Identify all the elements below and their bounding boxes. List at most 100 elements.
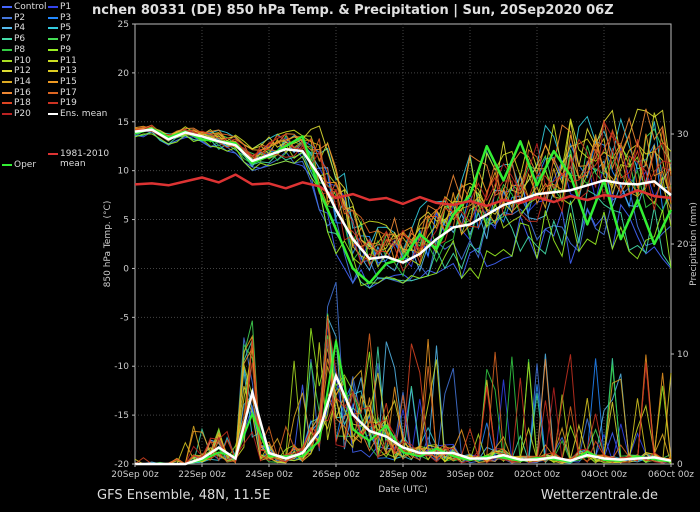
y-tick-label: -10: [114, 362, 129, 372]
ensemble-member-line: [134, 125, 672, 263]
gridlines: [135, 24, 671, 464]
climate-mean-line: [134, 173, 672, 208]
legend-item: P20: [2, 109, 31, 119]
legend-item: P18: [2, 98, 31, 108]
legend-swatch: [2, 16, 12, 19]
legend-swatch: [2, 102, 12, 105]
legend-item: P13: [48, 66, 77, 76]
legend-item: P16: [2, 88, 31, 98]
legend-label: P5: [60, 23, 72, 34]
y-tick-label: -5: [120, 313, 129, 323]
legend-swatch: [48, 6, 58, 8]
legend-item: P5: [48, 23, 71, 33]
y-tick-label: -15: [114, 411, 129, 421]
legend-swatch: [2, 80, 12, 83]
legend-label: Oper: [14, 160, 37, 170]
legend-swatch: [48, 27, 58, 30]
legend-item: 1981-2010 mean: [48, 149, 109, 169]
legend-label: P6: [14, 34, 26, 45]
x-tick-label: 20Sep 00z: [111, 470, 159, 480]
legend-label: P9: [60, 44, 72, 55]
legend-swatch: [48, 153, 58, 155]
y-tick-label: 15: [118, 118, 129, 128]
legend-swatch: [48, 91, 58, 94]
y-tick-label: 5: [123, 216, 129, 226]
legend-swatch: [48, 102, 58, 105]
y-axis-right-label: Precipitation (mm): [689, 202, 699, 286]
legend-item: P6: [2, 34, 25, 44]
legend-label: Control: [14, 2, 47, 12]
legend-swatch: [2, 70, 12, 73]
legend-item: P8: [2, 45, 25, 55]
oper-precip-line: [135, 340, 672, 465]
legend-item: Oper: [2, 160, 36, 170]
ensemble-member-line: [134, 108, 672, 255]
footer-source: GFS Ensemble, 48N, 11.5E: [97, 488, 271, 503]
legend-item: P17: [48, 88, 77, 98]
legend-label: Ens. mean: [60, 109, 108, 119]
legend-label: P2: [14, 12, 26, 23]
legend-item: P3: [48, 13, 71, 23]
legend-label: P12: [14, 66, 31, 77]
legend-label: P10: [14, 55, 31, 66]
legend-swatch: [48, 48, 58, 51]
legend-label: P8: [14, 44, 26, 55]
legend-label: P11: [60, 55, 77, 66]
ensemble-member-line: [134, 115, 672, 252]
legend-label: 1981-2010 mean: [60, 149, 110, 169]
legend-label: P19: [60, 98, 77, 109]
legend-label: P3: [60, 12, 72, 23]
legend-swatch: [2, 59, 12, 62]
ensemble-member-line: [134, 108, 672, 252]
x-axis-label: Date (UTC): [378, 485, 427, 495]
x-tick-label: 04Oct 00z: [581, 470, 627, 480]
ensemble-member-line: [134, 130, 672, 272]
y-tick-label: 25: [118, 20, 129, 30]
legend-item: P19: [48, 98, 77, 108]
footer-site: Wetterzentrale.de: [540, 488, 658, 503]
legend-item: Ens. mean: [48, 109, 107, 119]
legend-swatch: [48, 16, 58, 19]
y-tick-label: 20: [118, 69, 130, 79]
legend-swatch: [2, 6, 12, 8]
legend-swatch: [2, 27, 12, 30]
main-series: [134, 127, 673, 466]
x-tick-label: 24Sep 00z: [245, 470, 293, 480]
ensemble-member-line: [134, 120, 672, 256]
legend-swatch: [48, 113, 58, 115]
y-axis-label: 850 hPa Temp. (°C): [103, 201, 113, 288]
ens-mean-precip-line: [135, 372, 672, 466]
legend-item: P10: [2, 56, 31, 66]
legend-label: P20: [14, 109, 31, 119]
legend-label: P18: [14, 98, 31, 109]
legend-swatch: [2, 91, 12, 94]
legend-swatch: [2, 164, 12, 166]
legend-label: P4: [14, 23, 26, 34]
y-tick-label: -20: [114, 460, 129, 470]
x-tick-label: 30Sep 00z: [446, 470, 494, 480]
legend-item: P14: [2, 77, 31, 87]
legend-item: P15: [48, 77, 77, 87]
legend-swatch: [2, 48, 12, 51]
legend-item: P9: [48, 45, 71, 55]
legend-label: P17: [60, 87, 77, 98]
legend-item: P4: [2, 23, 25, 33]
ensemble-member-line: [134, 127, 672, 265]
legend-swatch: [48, 38, 58, 41]
x-tick-label: 06Oct 00z: [648, 470, 694, 480]
x-tick-label: 02Oct 00z: [514, 470, 560, 480]
legend-item: P7: [48, 34, 71, 44]
y-tick-label: 0: [123, 264, 129, 274]
legend-swatch: [2, 113, 12, 115]
legend-label: P14: [14, 76, 31, 87]
legend-label: P7: [60, 34, 72, 45]
legend-label: P13: [60, 66, 77, 77]
axes: -20 -15 -10 -5 0 5 10 15 20 25 0 10 20 30 20Sep 00z 22S…: [111, 20, 694, 480]
x-tick-label: 22Sep 00z: [178, 470, 226, 480]
legend-item: P12: [2, 66, 31, 76]
legend-label: P1: [60, 2, 72, 12]
y-right-tick-label: 0: [677, 460, 683, 470]
legend-swatch: [48, 70, 58, 73]
legend-item: P2: [2, 13, 25, 23]
